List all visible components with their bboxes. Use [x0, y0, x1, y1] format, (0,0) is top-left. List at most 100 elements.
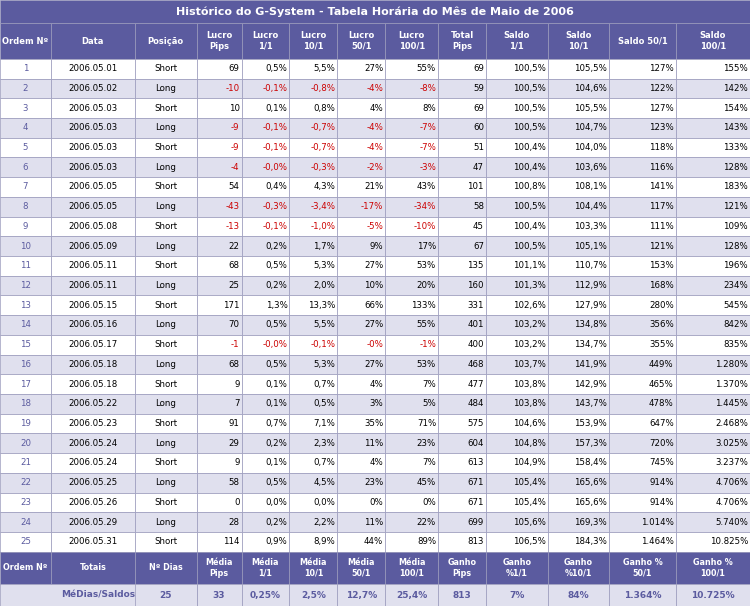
Bar: [338, 276, 386, 295]
Text: 111%: 111%: [649, 222, 674, 231]
Bar: [338, 23, 386, 59]
Bar: [548, 453, 609, 473]
Text: 5.740%: 5.740%: [716, 518, 748, 527]
Text: 2006.05.11: 2006.05.11: [68, 261, 118, 270]
Text: 14: 14: [20, 321, 31, 330]
Text: Long: Long: [155, 84, 176, 93]
Bar: [338, 177, 386, 197]
Text: -0,3%: -0,3%: [262, 202, 287, 211]
Bar: [0, 216, 51, 236]
Text: 5%: 5%: [422, 399, 436, 408]
Text: 100,5%: 100,5%: [513, 84, 545, 93]
Bar: [135, 138, 196, 158]
Text: 6: 6: [22, 163, 28, 171]
Text: -4%: -4%: [367, 143, 383, 152]
Bar: [135, 551, 196, 584]
Text: Short: Short: [154, 182, 177, 191]
Bar: [0, 79, 51, 98]
Bar: [290, 276, 338, 295]
Text: Short: Short: [154, 222, 177, 231]
Text: Short: Short: [154, 498, 177, 507]
Text: 0,7%: 0,7%: [314, 459, 335, 467]
Text: 121%: 121%: [649, 242, 674, 251]
Bar: [51, 197, 135, 216]
Bar: [290, 433, 338, 453]
Bar: [51, 59, 135, 79]
Text: 2006.05.24: 2006.05.24: [68, 459, 118, 467]
Bar: [609, 473, 676, 493]
Bar: [51, 414, 135, 433]
Text: 112,9%: 112,9%: [574, 281, 608, 290]
Bar: [290, 236, 338, 256]
Text: 4%: 4%: [370, 104, 383, 113]
Text: 8,9%: 8,9%: [314, 538, 335, 547]
Text: -10: -10: [226, 84, 239, 93]
Text: 100,5%: 100,5%: [513, 64, 545, 73]
Text: 55%: 55%: [417, 64, 436, 73]
Text: 0,1%: 0,1%: [266, 379, 287, 388]
Text: Ganho
%1/1: Ganho %1/1: [503, 558, 531, 578]
Text: -13: -13: [226, 222, 239, 231]
Text: -10%: -10%: [414, 222, 436, 231]
Text: 141,9%: 141,9%: [574, 360, 608, 369]
Bar: [242, 138, 290, 158]
Bar: [438, 394, 486, 414]
Text: 2006.05.05: 2006.05.05: [68, 202, 118, 211]
Bar: [486, 236, 548, 256]
Text: 0: 0: [234, 498, 239, 507]
Bar: [290, 551, 338, 584]
Text: 2006.05.18: 2006.05.18: [68, 379, 118, 388]
Text: 157,3%: 157,3%: [574, 439, 608, 448]
Text: Long: Long: [155, 478, 176, 487]
Text: 0,5%: 0,5%: [266, 478, 287, 487]
Bar: [51, 394, 135, 414]
Bar: [438, 98, 486, 118]
Bar: [438, 375, 486, 394]
Text: 24: 24: [20, 518, 31, 527]
Text: 2006.05.05: 2006.05.05: [68, 182, 118, 191]
Bar: [486, 473, 548, 493]
Text: -2%: -2%: [367, 163, 383, 171]
Text: -0,1%: -0,1%: [262, 84, 287, 93]
Bar: [135, 453, 196, 473]
Bar: [548, 315, 609, 335]
Bar: [548, 98, 609, 118]
Bar: [51, 177, 135, 197]
Text: 33: 33: [213, 590, 225, 599]
Text: 116%: 116%: [649, 163, 674, 171]
Bar: [548, 256, 609, 276]
Text: -3%: -3%: [419, 163, 436, 171]
Text: -0,3%: -0,3%: [310, 163, 335, 171]
Bar: [51, 138, 135, 158]
Text: Short: Short: [154, 301, 177, 310]
Text: Short: Short: [154, 104, 177, 113]
Text: 104,7%: 104,7%: [574, 124, 608, 132]
Bar: [676, 276, 750, 295]
Bar: [135, 355, 196, 375]
Text: 2006.05.31: 2006.05.31: [68, 538, 118, 547]
Text: 5,5%: 5,5%: [314, 64, 335, 73]
Bar: [196, 23, 242, 59]
Text: 44%: 44%: [364, 538, 383, 547]
Text: 2,3%: 2,3%: [314, 439, 335, 448]
Bar: [196, 394, 242, 414]
Text: 10: 10: [229, 104, 239, 113]
Text: Total
Pips: Total Pips: [451, 32, 474, 51]
Text: 0%: 0%: [422, 498, 436, 507]
Text: 7%: 7%: [509, 590, 524, 599]
Bar: [290, 138, 338, 158]
Text: 1.464%: 1.464%: [640, 538, 674, 547]
Bar: [196, 118, 242, 138]
Text: 2006.05.15: 2006.05.15: [68, 301, 118, 310]
Bar: [0, 512, 51, 532]
Bar: [609, 79, 676, 98]
Bar: [548, 23, 609, 59]
Bar: [196, 414, 242, 433]
Bar: [609, 551, 676, 584]
Bar: [51, 473, 135, 493]
Bar: [548, 118, 609, 138]
Bar: [290, 355, 338, 375]
Text: 2006.05.26: 2006.05.26: [68, 498, 118, 507]
Text: Short: Short: [154, 538, 177, 547]
Text: -34%: -34%: [414, 202, 436, 211]
